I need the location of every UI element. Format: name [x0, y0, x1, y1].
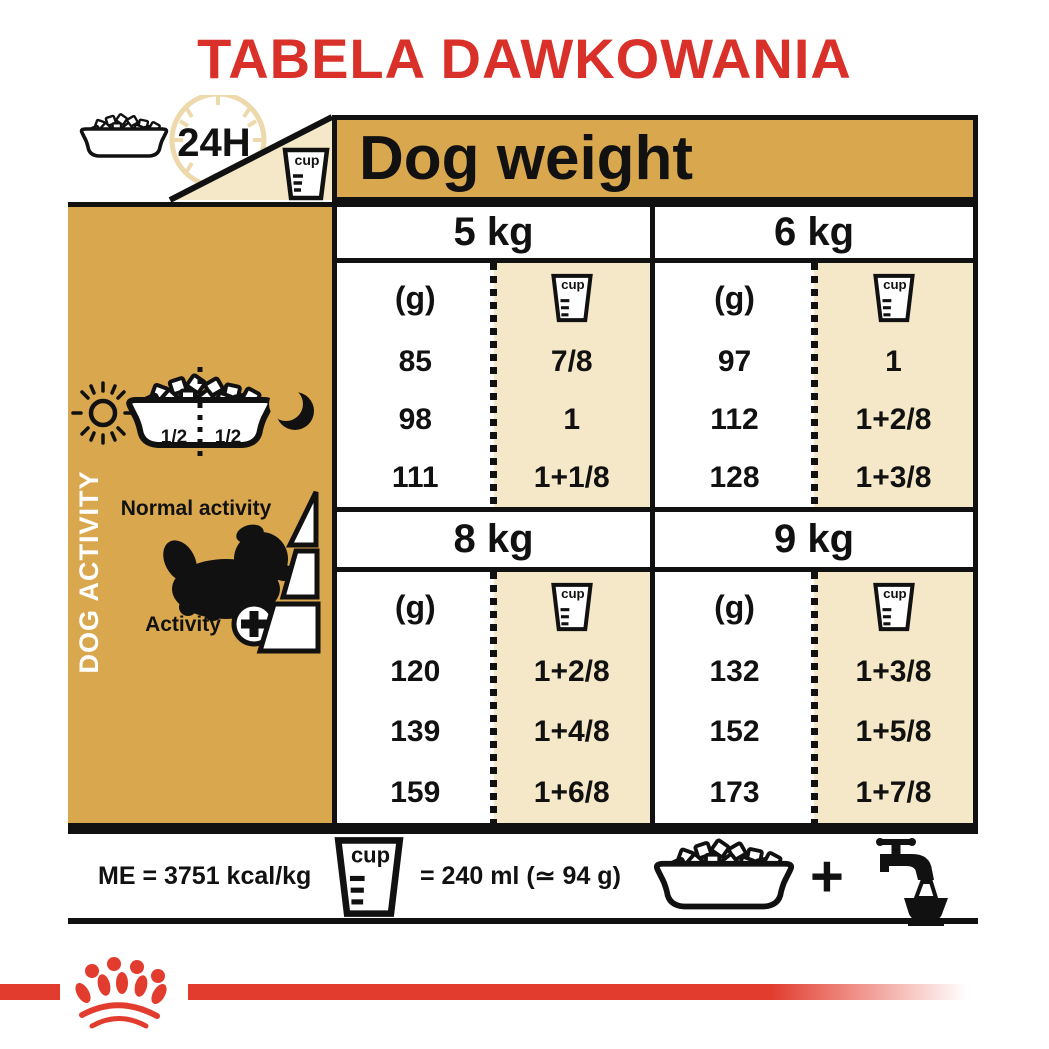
grams-value: 152: [709, 715, 760, 749]
grams-value: 97: [717, 345, 752, 378]
cup-equivalence-label: = 240 ml (≃ 94 g): [420, 862, 621, 890]
grams-column: (g) 132 152 173: [655, 572, 814, 823]
dog-weight-header: Dog weight: [332, 115, 978, 202]
cup-icon: cup: [872, 273, 915, 323]
24h-label: 24H: [177, 121, 250, 165]
cups-column: cup 1+3/8 1+5/8 1+7/8: [814, 572, 973, 823]
dosing-table: 5 kg 6 kg (g) 85 98 111 cup 7/8 1 1: [332, 202, 978, 828]
sun-icon: [71, 381, 135, 445]
food-bowl-icon: [79, 111, 169, 158]
weight-block-5kg: (g) 85 98 111 cup 7/8 1 1+1/8: [337, 263, 655, 512]
dotted-divider: [490, 263, 497, 507]
activity-plus-label: Activity: [145, 613, 221, 636]
cup-value: 1: [885, 345, 902, 378]
grams-header: (g): [714, 588, 755, 625]
grams-value: 112: [710, 403, 759, 436]
cups-column: cup 1+2/8 1+4/8 1+6/8: [493, 572, 650, 823]
cup-icon: cup: [550, 273, 593, 323]
dog-activity-vertical-label: DOG ACTIVITY: [74, 470, 104, 673]
weight-block-9kg: (g) 132 152 173 cup 1+3/8 1+5/8 1+7/8: [655, 572, 973, 823]
cup-icon: cup: [282, 147, 330, 201]
cup-value: 1+1/8: [533, 461, 610, 494]
cup-value: 1+3/8: [855, 655, 932, 689]
grams-value: 111: [391, 461, 439, 494]
svg-text:cup: cup: [883, 277, 907, 292]
cup-value: 1: [563, 403, 581, 436]
svg-text:cup: cup: [883, 586, 907, 601]
weight-header-8kg: 8 kg: [337, 512, 655, 572]
diagonal-divider: [168, 114, 332, 202]
page-title: TABELA DAWKOWANIA: [197, 27, 852, 90]
cup-value: 1+3/8: [855, 461, 932, 494]
grams-value: 132: [709, 655, 760, 689]
weight-header-6kg: 6 kg: [655, 207, 973, 263]
dotted-divider: [810, 263, 818, 507]
weight-header-9kg: 9 kg: [655, 512, 973, 572]
grams-value: 120: [390, 655, 441, 689]
dotted-divider: [810, 572, 818, 823]
grams-column: (g) 120 139 159: [337, 572, 494, 823]
plus-sign: +: [810, 843, 844, 909]
cup-icon: cup: [334, 837, 404, 917]
grams-column: (g) 85 98 111: [337, 263, 494, 507]
split-bowl-icon: [129, 375, 271, 445]
cup-icon: cup: [872, 582, 915, 632]
water-tap-icon: [876, 838, 948, 926]
weight-block-6kg: (g) 97 112 128 cup 1 1+2/8 1+3/8: [655, 263, 973, 512]
moon-icon: [269, 387, 314, 430]
half-left-label: 1/2: [161, 427, 187, 448]
grams-value: 173: [709, 775, 760, 809]
dog-activity-graphic: 1/2 1/2 DOG ACTIVITY Normal activity: [71, 367, 321, 674]
me-kcal-label: ME = 3751 kcal/kg: [98, 861, 312, 890]
grams-value: 159: [390, 775, 441, 809]
cup-icon: cup: [550, 582, 593, 632]
cup-value: 1+2/8: [855, 403, 932, 436]
header-left-graphic: 24H cup: [79, 95, 332, 202]
grams-header: (g): [714, 279, 755, 316]
svg-text:cup: cup: [561, 277, 585, 292]
grams-value: 85: [398, 345, 432, 378]
cup-value: 1+7/8: [855, 775, 932, 809]
svg-text:cup: cup: [295, 152, 320, 168]
dotted-divider: [490, 572, 497, 823]
cup-value: 1+5/8: [855, 715, 932, 749]
grams-header: (g): [394, 588, 436, 625]
royal-canin-crown-logo: [75, 957, 167, 1029]
grams-value: 98: [398, 403, 432, 436]
weight-header-5kg: 5 kg: [337, 207, 655, 263]
normal-activity-label: Normal activity: [121, 497, 272, 520]
svg-text:cup: cup: [561, 586, 585, 601]
grams-column: (g) 97 112 128: [655, 263, 814, 507]
footer-legend: ME = 3751 kcal/kg cup = 240 ml (≃ 94 g) …: [68, 828, 978, 926]
dog-activity-panel: 1/2 1/2 DOG ACTIVITY Normal activity: [68, 202, 332, 828]
cup-value: 1+4/8: [533, 715, 610, 749]
cup-value: 1+2/8: [533, 655, 610, 689]
half-right-label: 1/2: [215, 427, 241, 448]
food-bowl-icon: [648, 838, 800, 918]
cups-column: cup 7/8 1 1+1/8: [493, 263, 650, 507]
grams-value: 139: [390, 715, 441, 749]
grams-value: 128: [709, 461, 760, 494]
activity-level-triangles: [256, 490, 321, 654]
red-band: [188, 984, 975, 1000]
cups-column: cup 1 1+2/8 1+3/8: [814, 263, 973, 507]
red-band-left: [0, 984, 60, 1000]
grams-header: (g): [394, 279, 436, 316]
cup-value: 1+6/8: [533, 775, 610, 809]
dog-weight-label: Dog weight: [359, 124, 694, 193]
weight-block-8kg: (g) 120 139 159 cup 1+2/8 1+4/8 1+6/8: [337, 572, 655, 823]
cup-value: 7/8: [550, 345, 593, 378]
svg-text:cup: cup: [351, 842, 390, 867]
